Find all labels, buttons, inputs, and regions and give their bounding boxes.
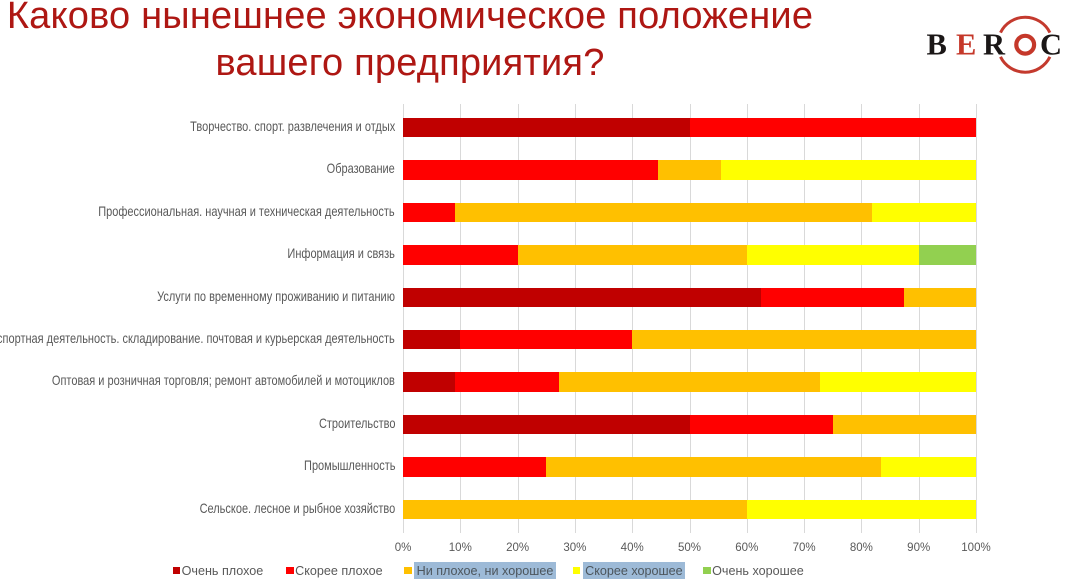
svg-text:C: C [1040,27,1062,61]
svg-text:R: R [983,27,1006,61]
svg-text:B: B [927,27,947,61]
svg-text:E: E [956,27,976,61]
